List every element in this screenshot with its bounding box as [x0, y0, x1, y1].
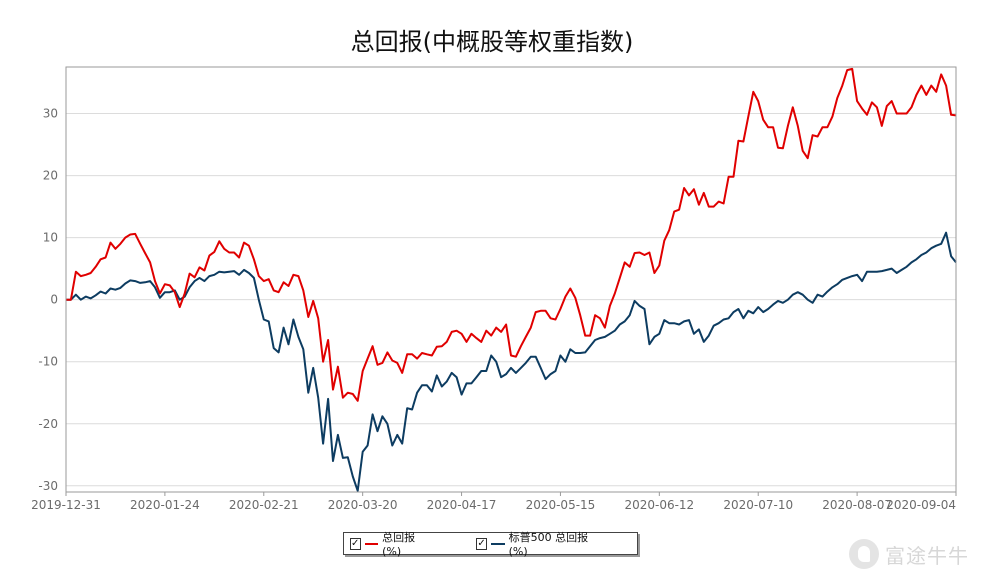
- legend-swatch-navy: [490, 542, 505, 545]
- checkbox-icon[interactable]: ✓: [476, 537, 487, 550]
- x-tick-label: 2020-07-10: [723, 498, 793, 512]
- series-line-total-return: [66, 67, 957, 402]
- x-tick-label: 2020-06-12: [624, 498, 694, 512]
- watermark: 富途牛牛: [849, 539, 969, 569]
- x-tick-label: 2020-01-24: [130, 498, 200, 512]
- x-tick-label: 2020-05-15: [526, 498, 596, 512]
- futu-logo-icon: [849, 539, 879, 569]
- y-tick-label: -10: [38, 355, 58, 369]
- y-tick-label: -20: [38, 417, 58, 431]
- y-tick-label: 10: [43, 231, 58, 245]
- x-tick-label: 2020-02-21: [229, 498, 299, 512]
- y-tick-label: 0: [50, 293, 58, 307]
- y-tick-label: 20: [43, 169, 58, 183]
- x-tick-label: 2020-04-17: [427, 498, 497, 512]
- legend-item-total-return[interactable]: ✓ 总回报(%): [350, 529, 426, 558]
- y-tick-label: -30: [38, 479, 58, 493]
- series-line-sp500-total-return: [66, 231, 957, 492]
- x-axis-ticks: 2019-12-31 2020-01-24 2020-02-21 2020-03-20…: [31, 492, 957, 512]
- series-lines: [66, 67, 957, 492]
- legend-label: 标普500 总回报(%): [508, 531, 589, 558]
- checkbox-icon[interactable]: ✓: [350, 537, 361, 550]
- y-tick-label: 30: [43, 107, 58, 121]
- legend: ✓ 总回报(%) ✓ 标普500 总回报(%): [343, 529, 638, 558]
- x-tick-label: 2019-12-31: [31, 498, 101, 512]
- x-tick-label: 2020-03-20: [328, 498, 398, 512]
- plot-frame: [65, 66, 957, 493]
- legend-item-sp500-total-return[interactable]: ✓ 标普500 总回报(%): [476, 529, 593, 558]
- chart-title: 总回报(中概股等权重指数): [351, 28, 634, 56]
- legend-label: 总回报(%): [382, 531, 416, 558]
- watermark-text: 富途牛牛: [885, 543, 969, 568]
- x-tick-label: 2020-09-04: [886, 498, 956, 512]
- legend-swatch-red: [364, 542, 379, 545]
- x-tick-label: 2020-08-07: [822, 498, 892, 512]
- grid-lines: [66, 113, 956, 487]
- y-axis-ticks: -30 -20 -10 0 10 20 30: [38, 107, 58, 493]
